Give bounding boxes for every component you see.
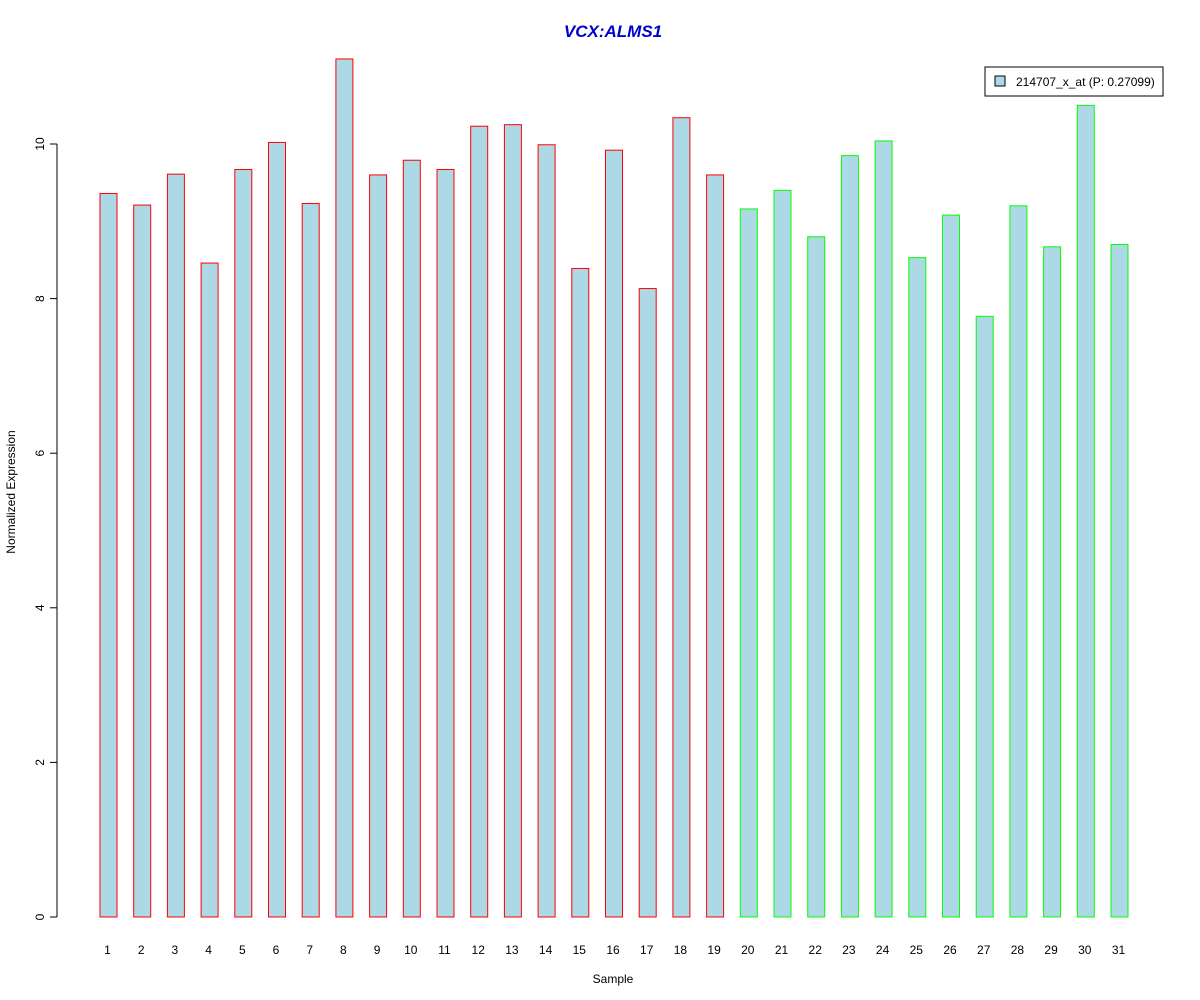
x-tick-label: 25: [910, 943, 924, 957]
y-axis: 0 2 4 6 8 10: [33, 137, 58, 920]
x-tick-label: 10: [404, 943, 418, 957]
x-tick-label: 27: [977, 943, 991, 957]
bar: [301, 203, 320, 918]
bar: [234, 169, 253, 918]
bar: [369, 174, 388, 918]
legend-swatch: [994, 75, 1006, 87]
x-tick-label: 9: [374, 943, 381, 957]
x-tick-label: 15: [573, 943, 587, 957]
bar: [1009, 205, 1028, 918]
chart-title: VCX:ALMS1: [564, 22, 662, 41]
y-tick-label: 0: [33, 913, 47, 920]
x-tick-label: 5: [239, 943, 246, 957]
bar: [975, 315, 994, 918]
bar: [605, 149, 623, 918]
x-tick-label: 1: [104, 943, 111, 957]
bar: [706, 174, 725, 918]
x-tick-labels: 1 2 3 4 5 6 7 8 9 10 11 12 13 14 15 16 17 18 19 20 21 22 23 24 2…: [104, 943, 1125, 957]
x-tick-label: 24: [876, 943, 890, 957]
x-tick-label: 23: [842, 943, 856, 957]
bar: [908, 257, 927, 918]
x-tick-label: 12: [472, 943, 486, 957]
bar: [942, 214, 960, 918]
x-tick-label: 16: [606, 943, 620, 957]
x-tick-label: 17: [640, 943, 654, 957]
bar: [537, 144, 556, 918]
x-tick-label: 26: [943, 943, 957, 957]
bar: [874, 140, 893, 918]
bar: [571, 267, 590, 918]
y-tick-label: 8: [33, 295, 47, 302]
legend: 214707_x_at (P: 0.27099): [984, 66, 1164, 97]
x-tick-label: 6: [273, 943, 280, 957]
y-tick-label: 2: [33, 759, 47, 766]
x-tick-label: 21: [775, 943, 789, 957]
bar: [1043, 246, 1062, 918]
bar: [1076, 104, 1095, 918]
x-tick-label: 22: [809, 943, 823, 957]
x-tick-label: 19: [707, 943, 721, 957]
legend-box: [984, 66, 1164, 97]
bar: [840, 155, 859, 918]
bar: [638, 288, 657, 918]
bar: [739, 208, 758, 918]
bar: [200, 262, 219, 918]
x-tick-label: 29: [1044, 943, 1058, 957]
x-tick-label: 18: [674, 943, 688, 957]
bar: [672, 117, 691, 918]
y-tick-label: 4: [33, 604, 47, 611]
bars-group: [99, 58, 1129, 918]
x-tick-label: 2: [138, 943, 145, 957]
bar: [773, 189, 792, 918]
bar: [436, 169, 455, 918]
legend-label: 214707_x_at (P: 0.27099): [1016, 75, 1155, 89]
x-tick-label: 11: [438, 943, 451, 957]
y-tick-label: 10: [33, 137, 47, 151]
bar: [99, 192, 118, 918]
x-tick-label: 28: [1011, 943, 1025, 957]
x-tick-label: 30: [1078, 943, 1092, 957]
x-tick-label: 31: [1112, 943, 1126, 957]
bar: [133, 204, 152, 918]
bar: [503, 124, 522, 918]
x-axis-label: Sample: [593, 972, 634, 986]
bar: [402, 159, 421, 918]
y-tick-label: 6: [33, 450, 47, 457]
x-tick-label: 4: [205, 943, 212, 957]
bar: [335, 58, 354, 918]
x-tick-label: 20: [741, 943, 755, 957]
bar: [807, 236, 826, 918]
x-tick-label: 8: [340, 943, 347, 957]
bar: [1110, 243, 1129, 918]
x-tick-label: 13: [505, 943, 519, 957]
x-tick-label: 14: [539, 943, 553, 957]
x-tick-label: 7: [306, 943, 313, 957]
bar: [166, 173, 185, 918]
bar: [470, 125, 489, 918]
y-axis-label: Normalized Expression: [4, 430, 18, 553]
x-tick-label: 3: [172, 943, 179, 957]
bar: [268, 141, 286, 918]
